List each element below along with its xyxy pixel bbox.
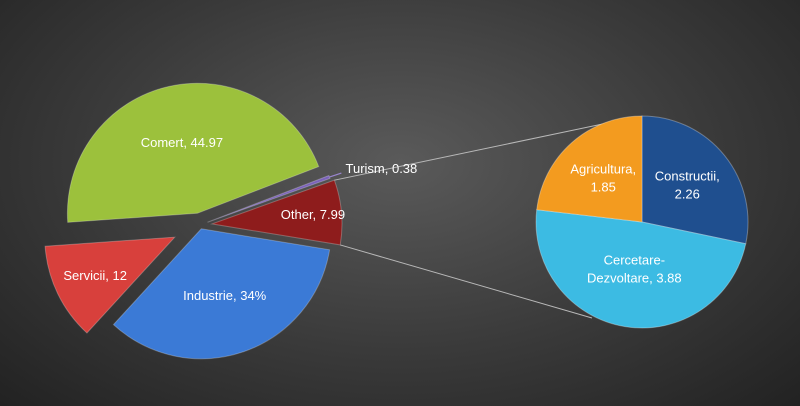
- pie-slice: [66, 82, 320, 223]
- connector-line: [334, 116, 637, 181]
- data-label: Constructii, 2.26: [654, 168, 720, 202]
- data-label: Comert, 44.97: [140, 135, 224, 151]
- data-label: Agricultura, 1.85: [570, 161, 637, 195]
- pie-slice: [536, 115, 643, 223]
- leader-line: [329, 172, 342, 178]
- data-label: Cercetare-Dezvoltare, 3.88: [586, 252, 682, 286]
- connector-line: [340, 244, 593, 319]
- pie-slice: [641, 115, 749, 245]
- data-label: Other, 7.99: [280, 206, 346, 222]
- data-label: Turism, 0.38: [345, 161, 418, 177]
- data-label: Servicii, 12: [63, 267, 127, 283]
- pie-slice: [207, 174, 331, 223]
- data-label: Industrie, 34%: [183, 288, 267, 304]
- pie-slice: [535, 209, 747, 329]
- pie-slice: [112, 228, 331, 360]
- pie-slice: [44, 236, 176, 334]
